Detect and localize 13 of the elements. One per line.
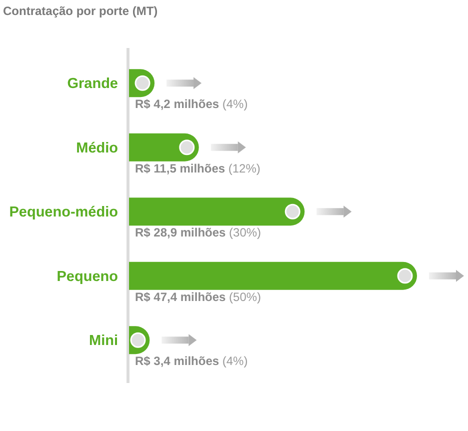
y-tick-label: Grande	[67, 76, 118, 92]
bar	[129, 262, 417, 290]
data-label: R$ 3,4 milhões (4%)	[135, 354, 248, 368]
y-tick-label: Pequeno-médio	[9, 204, 118, 221]
chart-title: Contratação por porte (MT)	[3, 4, 158, 18]
data-label: R$ 11,5 milhões (12%)	[135, 161, 260, 176]
data-label: R$ 4,2 milhões (4%)	[135, 97, 248, 112]
bar	[129, 198, 305, 226]
y-tick-label: Médio	[76, 140, 118, 156]
y-tick-label: Mini	[89, 333, 118, 350]
data-label: R$ 28,9 milhões (30%)	[135, 226, 262, 240]
y-tick-label: Pequeno	[56, 268, 118, 285]
data-label: R$ 47,4 milhões (50%)	[135, 290, 262, 304]
